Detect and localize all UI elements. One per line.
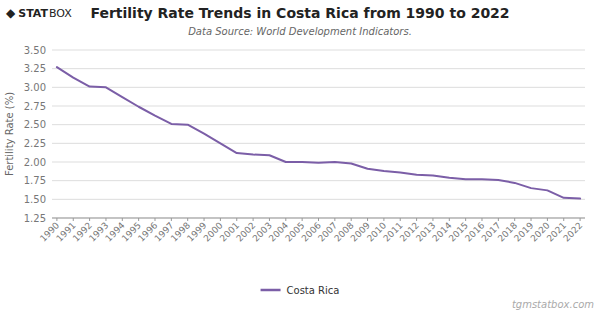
grid	[52, 50, 585, 218]
grid-line	[52, 106, 585, 107]
logo-bold: STAT	[18, 7, 48, 20]
watermark: tgmstatbox.com	[512, 299, 594, 310]
grid-line	[52, 68, 585, 69]
x-tick	[531, 218, 532, 221]
x-tick	[89, 218, 90, 221]
x-tick	[351, 218, 352, 221]
x-tick	[138, 218, 139, 221]
x-tick	[302, 218, 303, 221]
subtitle: Data Source: World Development Indicator…	[188, 26, 412, 37]
x-tick	[432, 218, 433, 221]
x-tick	[514, 218, 515, 221]
x-tick	[563, 218, 564, 221]
x-tick	[367, 218, 368, 221]
grid-line	[52, 50, 585, 51]
logo-normal: BOX	[49, 7, 72, 20]
x-tick	[73, 218, 74, 221]
logo-symbol: ◆	[6, 6, 16, 20]
x-tick	[285, 218, 286, 221]
grid-line	[52, 143, 585, 144]
y-tick-label: 1.50	[24, 194, 46, 205]
x-tick	[481, 218, 482, 221]
y-tick-label: 2.75	[24, 101, 46, 112]
y-tick-label: 3.25	[24, 63, 46, 74]
y-tick-label: 2.25	[24, 138, 46, 149]
y-axis-label: Fertility Rate (%)	[4, 92, 15, 176]
x-tick	[269, 218, 270, 221]
x-tick	[56, 218, 57, 221]
y-tick-label: 2.50	[24, 119, 46, 130]
x-tick	[204, 218, 205, 221]
x-tick	[220, 218, 221, 221]
chart: Fertility Rate Trends in Costa Rica from…	[0, 0, 600, 314]
series-line	[57, 67, 580, 198]
x-tick	[334, 218, 335, 221]
x-tick	[383, 218, 384, 221]
legend: Costa Rica	[261, 285, 340, 296]
x-tick	[318, 218, 319, 221]
legend-label: Costa Rica	[287, 285, 340, 296]
x-tick	[400, 218, 401, 221]
x-tick	[236, 218, 237, 221]
x-tick	[416, 218, 417, 221]
x-tick	[187, 218, 188, 221]
x-tick	[253, 218, 254, 221]
x-tick	[465, 218, 466, 221]
plot-area	[57, 67, 580, 198]
x-tick	[547, 218, 548, 221]
grid-line	[52, 124, 585, 125]
x-tick	[122, 218, 123, 221]
grid-line	[52, 199, 585, 200]
y-tick-label: 2.00	[24, 157, 46, 168]
y-tick-label: 3.00	[24, 82, 46, 93]
x-tick	[449, 218, 450, 221]
title: Fertility Rate Trends in Costa Rica from…	[90, 5, 509, 21]
x-tick	[105, 218, 106, 221]
x-tick	[155, 218, 156, 221]
x-tick	[580, 218, 581, 221]
legend-swatch	[261, 289, 281, 292]
y-tick-label: 1.75	[24, 175, 46, 186]
x-tick	[171, 218, 172, 221]
x-tick	[498, 218, 499, 221]
x-tick-label: 2022	[561, 220, 584, 243]
y-tick-label: 3.50	[24, 45, 46, 56]
grid-line	[52, 87, 585, 88]
y-tick-label: 1.25	[24, 213, 46, 224]
